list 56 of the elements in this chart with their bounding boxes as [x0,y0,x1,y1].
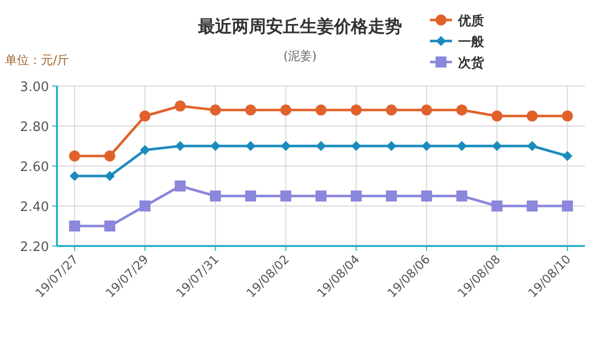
point [140,110,150,122]
point [421,104,432,116]
point [350,104,362,116]
point [210,141,220,151]
point [492,141,502,151]
point [316,190,326,202]
chart-subtitle: (泥姜) [283,49,317,63]
point [492,200,502,212]
y-tick-label: 3.00 [20,80,49,95]
y-tick-label: 2.80 [20,120,49,135]
point [386,190,397,202]
point [70,171,80,181]
point [386,141,396,151]
point [210,104,221,116]
point [69,220,80,232]
point [140,145,150,155]
point [527,141,538,151]
point [526,110,538,122]
point [174,180,186,192]
point [492,110,502,122]
point [174,100,186,112]
chart-title: 最近两周安丘生姜价格走势 [197,16,402,36]
point [316,104,326,116]
point [562,110,573,122]
legend-label: 优质 [457,13,484,29]
legend-label: 一般 [458,35,485,50]
point [104,150,116,162]
point [562,151,572,161]
point [210,190,221,202]
point [245,104,256,116]
y-tick-label: 2.20 [20,240,49,255]
point [351,141,362,151]
point [280,190,292,202]
point [104,220,116,232]
y-axis-title: 单位：元/斤 [5,53,70,67]
point [386,104,397,116]
legend-label: 次货 [458,55,485,71]
point [456,141,467,151]
point [562,200,573,212]
point [456,190,468,202]
point [280,104,292,116]
point [245,190,256,202]
point [280,141,291,151]
point [246,141,256,151]
point [69,150,80,162]
point [104,171,115,181]
point [350,190,362,202]
point [175,141,186,151]
point [316,141,326,151]
point [421,190,432,202]
point [140,200,150,212]
y-tick-label: 2.60 [20,160,49,175]
point [456,104,468,116]
point [422,141,432,151]
y-tick-label: 2.40 [20,200,49,215]
point [526,200,538,212]
